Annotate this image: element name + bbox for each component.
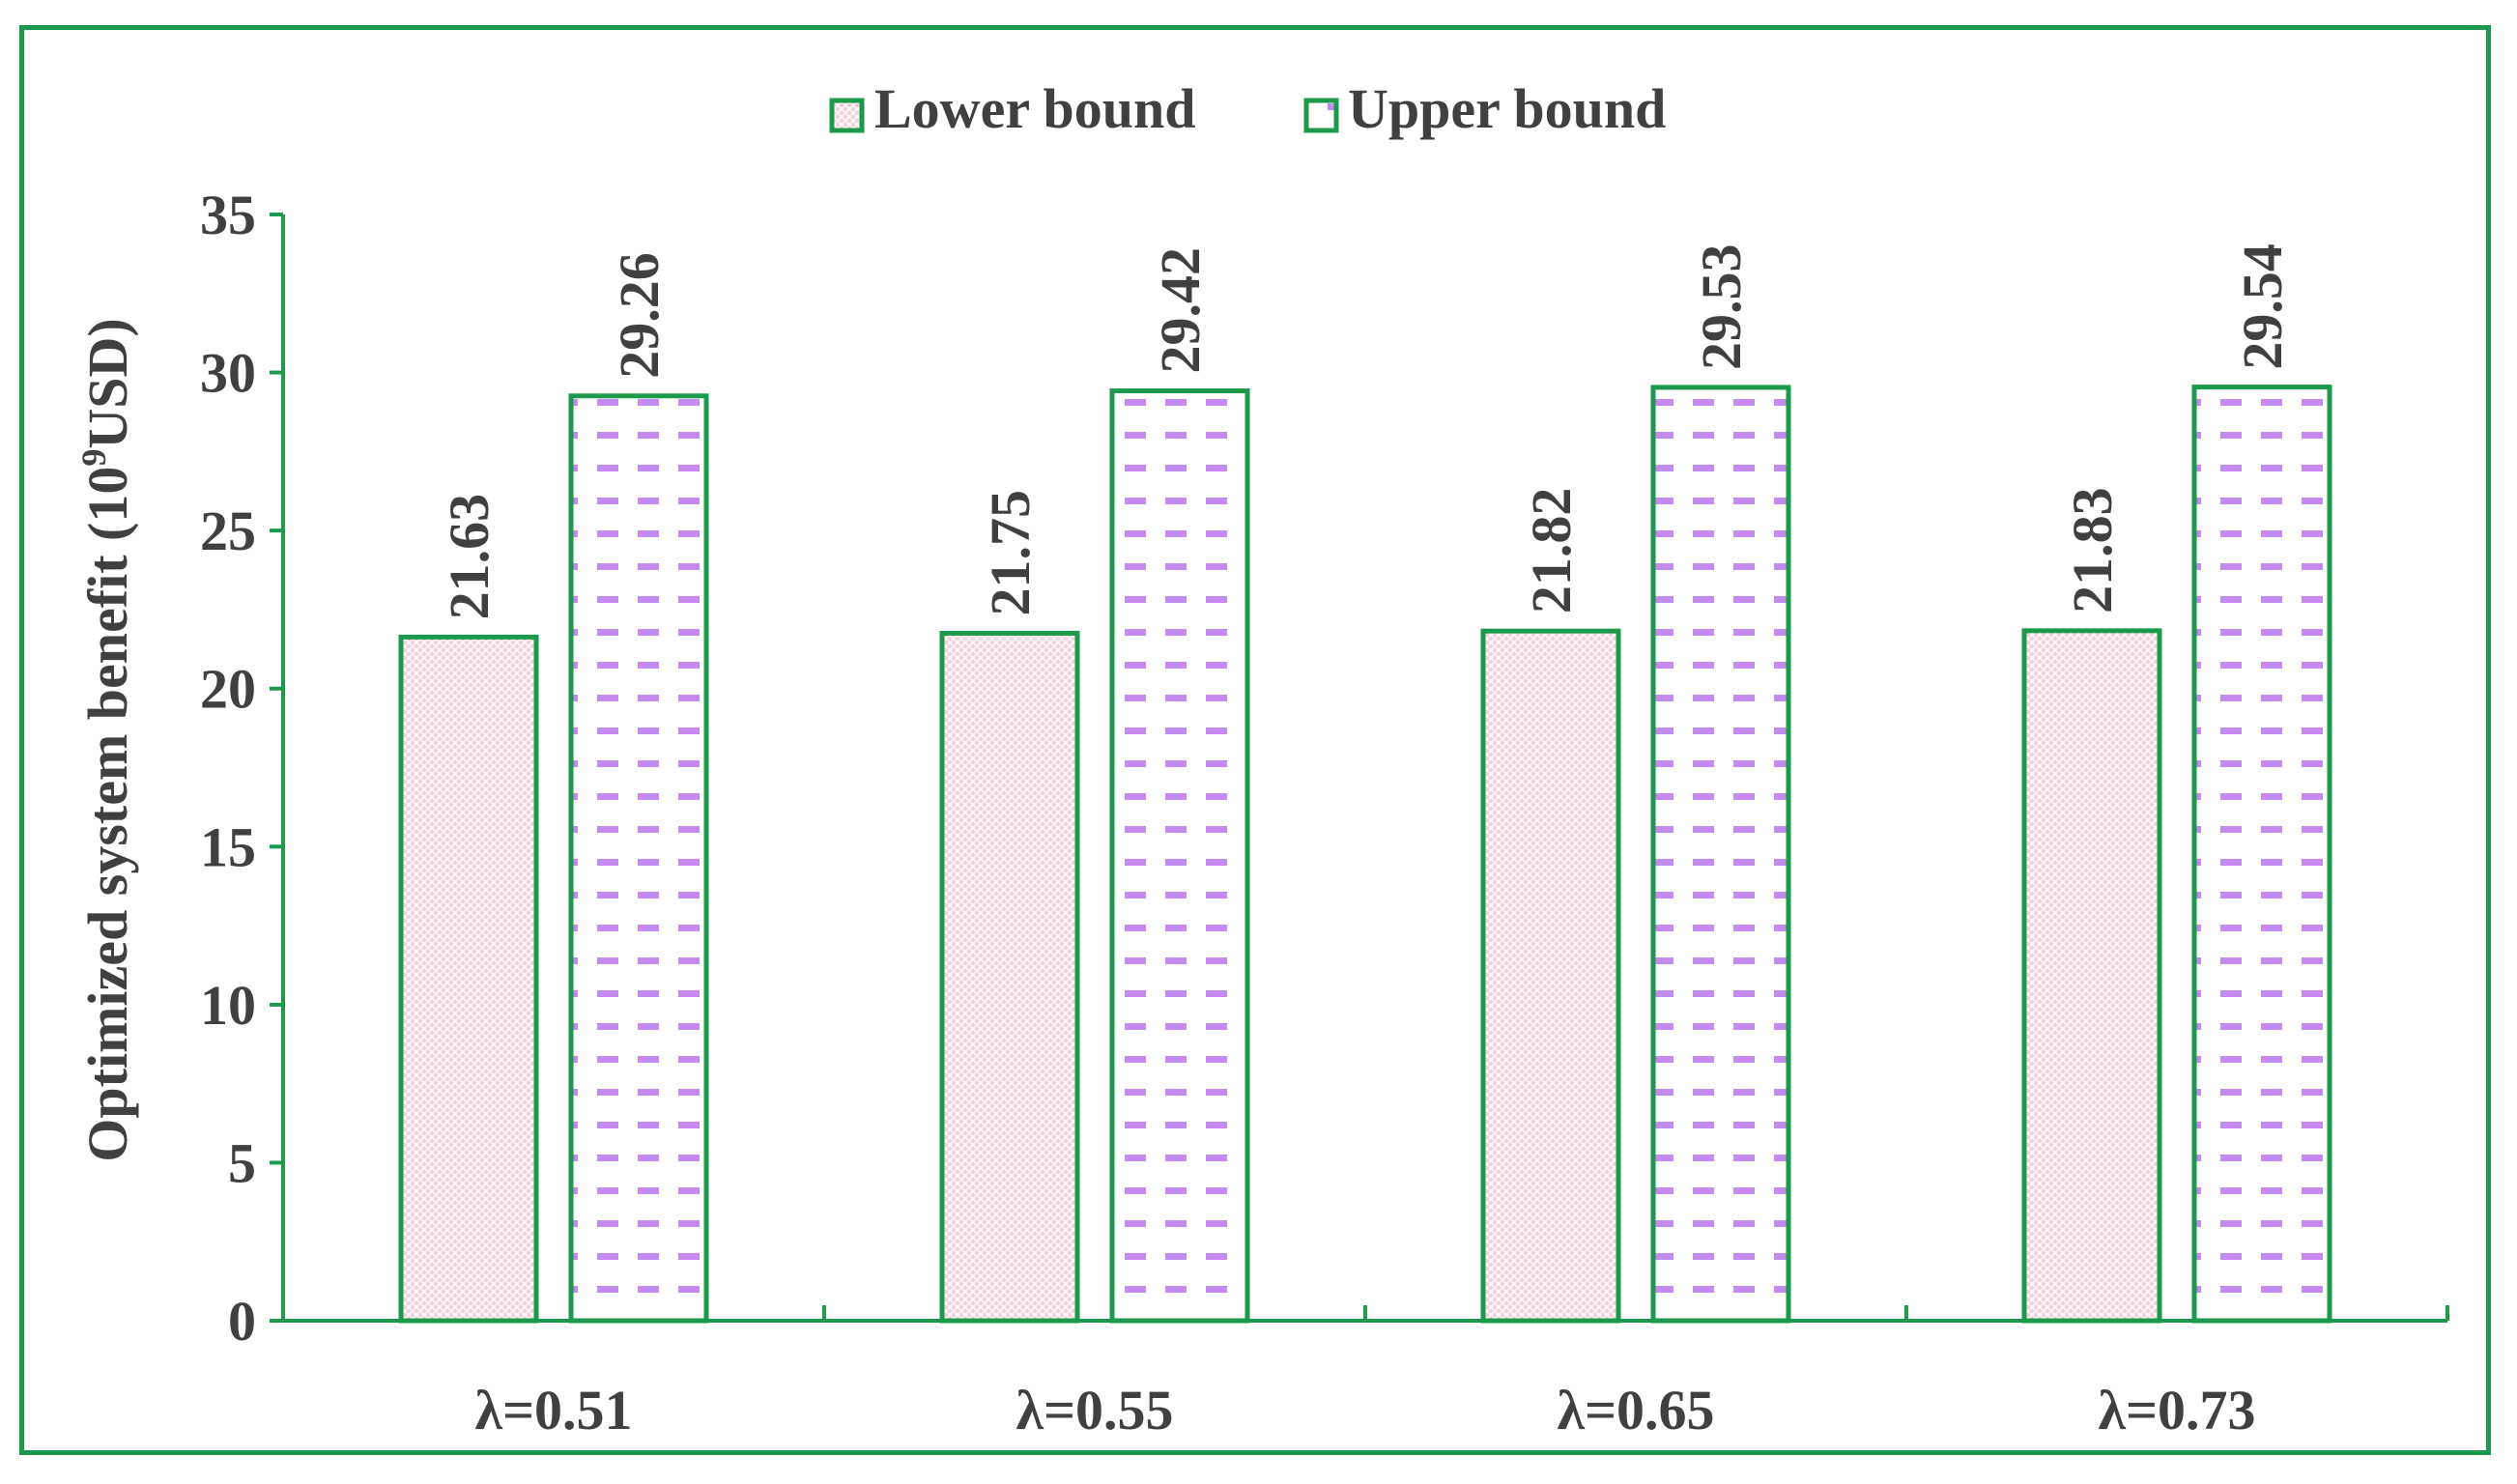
x-tick-label: λ=0.65	[1557, 1379, 1714, 1441]
x-tick-label: λ=0.55	[1015, 1379, 1173, 1441]
bar-upper-bound	[2191, 385, 2332, 1324]
y-axis-title-main: Optimized system benefit (10	[76, 467, 139, 1162]
y-tick-label: 20	[200, 658, 256, 721]
x-tick-label: λ=0.51	[474, 1379, 632, 1441]
bar-upper-bound	[568, 393, 709, 1324]
bar-lower-bound	[2021, 628, 2162, 1324]
axes: 0 5 10 15 20 25 30 35 λ=0.51 λ=0.55 λ=0.65 λ=0.73	[200, 184, 2449, 1441]
bar-upper-bound	[1650, 385, 1791, 1324]
legend-swatch-upper	[1303, 98, 1339, 133]
data-label: 29.54	[2231, 243, 2294, 370]
legend: Lower bound Upper bound	[829, 77, 1666, 140]
bars	[398, 385, 2332, 1324]
data-label: 21.83	[2061, 487, 2124, 614]
y-tick-label: 5	[228, 1131, 256, 1194]
y-tick-label: 0	[228, 1290, 256, 1353]
y-tick-label: 10	[200, 974, 256, 1037]
data-label: 21.82	[1520, 488, 1583, 614]
y-axis-title-sup: 9	[74, 449, 113, 467]
legend-label-lower: Lower bound	[874, 77, 1196, 140]
y-axis-title-tail: USD)	[76, 318, 139, 448]
data-label: 21.75	[979, 490, 1042, 616]
legend-swatch-lower	[829, 98, 865, 133]
data-label: 29.53	[1690, 243, 1753, 370]
y-tick-label: 15	[200, 815, 256, 878]
data-labels: 21.63 29.26 21.75 29.42 21.82 29.53 21.83 29.54	[438, 243, 2294, 619]
x-tick-label: λ=0.73	[2098, 1379, 2255, 1441]
bar-lower-bound	[939, 630, 1080, 1324]
bar-chart: Lower bound Upper bound Optimized system…	[74, 77, 2449, 1441]
bar-lower-bound	[1480, 628, 1621, 1324]
data-label: 29.42	[1149, 247, 1212, 374]
y-axis-title: Optimized system benefit (109USD)	[74, 318, 139, 1161]
y-tick-label: 35	[200, 184, 256, 246]
bar-lower-bound	[398, 634, 539, 1324]
data-label: 29.26	[608, 252, 671, 379]
y-tick-label: 25	[200, 499, 256, 562]
y-tick-label: 30	[200, 342, 256, 405]
bar-upper-bound	[1109, 388, 1250, 1324]
data-label: 21.63	[438, 494, 501, 620]
legend-label-upper: Upper bound	[1348, 77, 1666, 140]
chart-frame: Lower bound Upper bound Optimized system…	[19, 25, 2491, 1455]
